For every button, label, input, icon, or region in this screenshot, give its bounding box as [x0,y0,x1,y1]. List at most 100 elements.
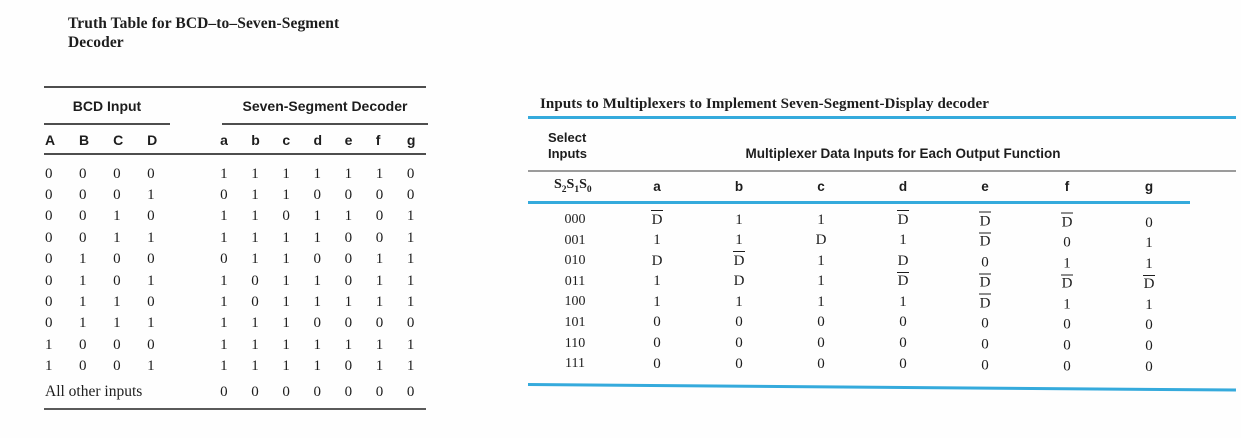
mux-data-cell: 0 [1063,358,1071,375]
output-cell: 1 [313,293,321,310]
output-cell: 0 [220,383,228,400]
output-cell: 1 [251,187,259,204]
output-cell: 1 [220,358,228,375]
mux-data-cell: D [862,210,944,229]
select-value-cell: 110 [564,335,586,351]
output-cell: 0 [251,272,259,289]
mux-data-cell: 1 [653,293,661,310]
output-cell: 0 [344,383,353,400]
output-cell: 1 [282,229,290,246]
mux-data-cell: 0 [981,315,989,332]
overbar-value: D [978,273,992,291]
output-cell: 1 [313,358,321,375]
output-cell: 1 [220,293,228,310]
mux-data-cell: 0 [1063,337,1071,354]
output-cell: 1 [282,293,290,310]
mux-data-cell: 1 [1145,296,1153,313]
mux-data-cell: D [944,273,1026,292]
output-cell: 1 [282,272,290,289]
output-cell: 1 [406,358,415,375]
output-cell: 1 [220,208,228,225]
output-cell: 1 [375,293,384,310]
output-cell: 1 [251,336,259,353]
output-cell: 1 [282,315,290,332]
output-col-header: c [282,132,291,149]
truth-table-row: 1 0 0 0 1 1 1 1 1 1 1 [40,335,438,356]
input-cell: 1 [113,229,121,246]
mux-data-cell: 0 [1145,338,1153,355]
seven-segment-group-header: Seven-Segment Decoder [222,90,428,126]
select-value-cell: 000 [564,212,586,228]
mux-data-cell: 0 [899,335,907,352]
mux-table-row: 100 1 1 1 1 D 1 1 [528,292,1236,313]
truth-table-row: 0 1 0 0 0 1 1 0 0 1 1 [40,249,438,270]
input-cell: 0 [45,293,53,310]
mux-data-cell: 0 [981,254,989,271]
overbar-value: D [1142,274,1156,293]
input-cell: 1 [79,315,87,332]
mux-data-cell: 0 [735,314,743,331]
mux-data-cell: 1 [735,293,743,310]
input-cell: 0 [113,272,121,289]
output-cell: 1 [406,251,415,268]
output-cell: 1 [406,229,415,246]
mux-data-cell: D [616,210,698,229]
input-cell: 1 [147,358,155,375]
bcd-input-group-header: BCD Input [44,90,170,126]
mux-data-cell: 0 [653,355,661,372]
output-cell: 1 [313,229,321,246]
mux-data-cell: D [897,252,909,269]
output-cell: 1 [375,251,384,268]
mux-output-col-header: f [1064,178,1070,194]
output-cell: 1 [406,336,415,353]
overbar-value: D [978,293,992,312]
mux-output-col-header: a [653,178,661,194]
input-col-header: A [45,132,56,149]
output-cell: 0 [251,383,259,400]
output-cell: 1 [220,336,228,353]
select-value-cell: 111 [565,356,585,372]
all-other-inputs-row: All other inputs 0 0 0 0 0 0 0 [40,381,438,402]
output-cell: 0 [344,358,353,375]
mux-data-cell: D [944,232,1026,251]
mux-data-cell: 1 [817,293,825,310]
output-cell: 0 [220,251,228,268]
output-cell: 0 [344,251,353,268]
output-cell: 1 [313,208,321,225]
input-cell: 0 [113,187,121,204]
input-cell: 0 [45,315,53,332]
input-cell: 1 [147,229,155,246]
input-cell: 0 [79,187,87,204]
input-col-header: C [113,132,124,149]
mux-data-cell: 1 [735,211,743,228]
output-cell: 1 [375,272,384,289]
mux-data-cell: 1 [735,232,743,249]
overbar-value: D [896,210,910,228]
output-cell: 1 [220,272,228,289]
overbar-value: D [978,211,992,230]
mux-data-cell: 0 [1063,234,1071,251]
right-table-header-row: Select Inputs Multiplexer Data Inputs fo… [528,130,1236,162]
right-table-top-accent-rule [528,116,1236,119]
output-cell: 1 [406,293,415,310]
output-cell: 0 [406,383,415,400]
input-cell: 0 [147,336,155,353]
input-cell: 1 [79,251,87,268]
input-cell: 0 [147,251,155,268]
input-cell: 0 [113,358,121,375]
mux-data-cell: 0 [1145,317,1153,334]
input-cell: 0 [45,251,53,268]
mux-output-col-header: c [817,178,825,194]
input-cell: 1 [113,293,121,310]
output-cell: 0 [344,272,353,289]
output-cell: 1 [251,315,259,332]
input-cell: 1 [45,358,53,375]
output-cell: 1 [251,165,259,182]
left-table-title-line1: Truth Table for BCD–to–Seven-Segment [68,15,340,32]
output-cell: 1 [251,208,259,225]
mux-data-cell: 1 [817,252,825,269]
mux-table-row: 001 1 1 D 1 D 0 1 [528,230,1236,251]
select-value-cell: 001 [564,232,586,248]
truth-table-row: 0 0 1 0 1 1 0 1 1 0 1 [40,206,438,227]
input-cell: 1 [113,208,121,225]
